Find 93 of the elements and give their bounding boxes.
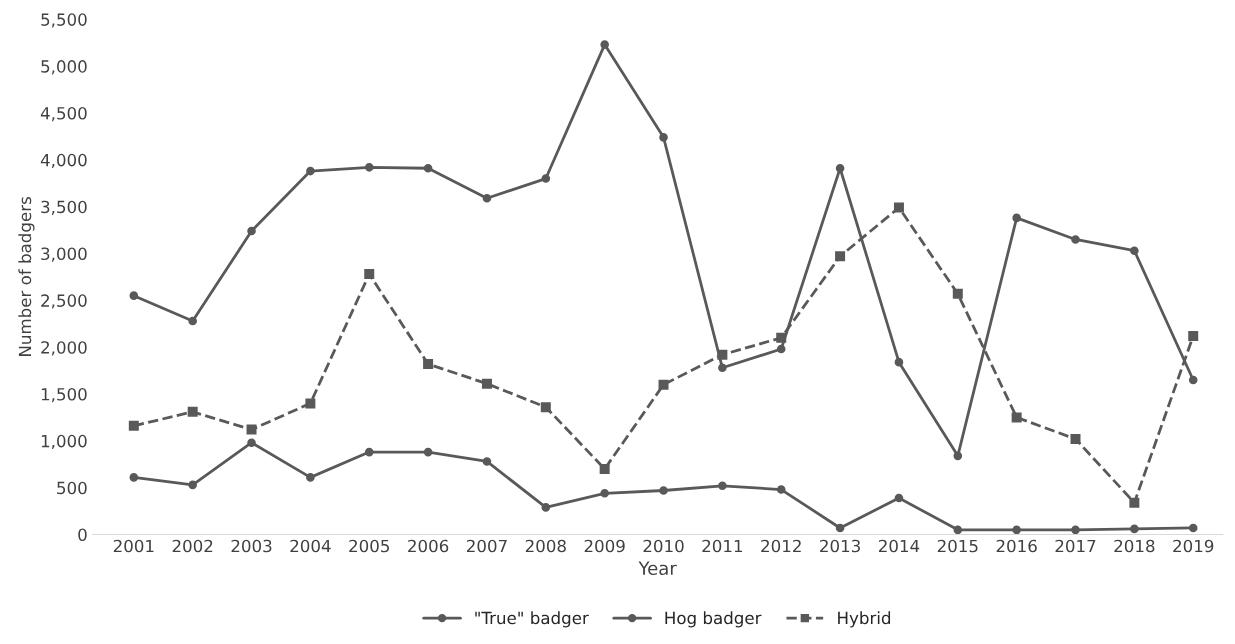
x-tick-label: 2002 [172, 539, 213, 553]
y-tick-label: 1,000 [41, 434, 87, 450]
x-tick-label: 2019 [1173, 539, 1214, 553]
y-tick-label: 4,000 [40, 153, 87, 169]
y-tick-label: 500 [57, 481, 87, 495]
x-tick-label: 2011 [702, 539, 743, 553]
point [776, 344, 786, 354]
x-tick-label: 2018 [1114, 539, 1155, 553]
y-tick-label: 5,000 [41, 60, 87, 75]
point [187, 406, 198, 417]
x-tick-label: 2006 [408, 539, 449, 553]
point [1188, 375, 1198, 385]
point [659, 486, 668, 495]
point [953, 525, 963, 535]
point [541, 174, 551, 183]
point [364, 163, 374, 172]
point [952, 288, 963, 299]
y-tick-label: 2,500 [41, 294, 87, 309]
point [835, 163, 845, 173]
point [776, 332, 787, 343]
x-tick-label: 2007 [466, 539, 507, 553]
legend-label: Hybrid [838, 611, 891, 628]
point [835, 523, 845, 533]
x-tick-label: 2015 [937, 539, 978, 553]
point [423, 447, 433, 457]
point [718, 363, 727, 373]
point [129, 291, 139, 300]
point [599, 463, 610, 474]
point [894, 493, 904, 503]
point [364, 269, 375, 280]
point [776, 485, 786, 494]
point [246, 424, 257, 435]
x-tick-label: 2004 [290, 539, 331, 553]
point [600, 40, 609, 49]
point [659, 133, 668, 142]
point [718, 481, 727, 491]
point [1012, 525, 1021, 535]
x-tick-label: 2003 [231, 539, 272, 553]
point [658, 379, 669, 390]
y-tick-label: 5,500 [41, 13, 87, 28]
x-axis-title: Year [638, 561, 677, 576]
point [247, 438, 256, 448]
x-tick-label: 2008 [525, 539, 566, 553]
point [1130, 524, 1139, 534]
point [717, 349, 728, 360]
legend-label: "True" badger [475, 611, 589, 628]
point [129, 473, 139, 482]
point [188, 480, 197, 490]
point [482, 457, 492, 466]
point [1188, 523, 1198, 533]
point [600, 488, 609, 498]
point [1011, 412, 1022, 423]
point [305, 398, 316, 409]
point [1070, 433, 1081, 444]
point [835, 251, 846, 262]
x-tick-label: 2016 [996, 539, 1037, 553]
y-tick-label: 3,000 [41, 247, 87, 262]
y-tick-label: 4,500 [40, 106, 87, 122]
point [1188, 330, 1199, 341]
point [482, 193, 492, 203]
point [1130, 246, 1139, 255]
point [128, 420, 139, 431]
point [364, 447, 374, 457]
point [306, 473, 315, 482]
point [541, 503, 551, 512]
x-tick-label: 2001 [113, 539, 154, 553]
point [306, 166, 315, 176]
point [481, 378, 492, 389]
x-tick-label: 2009 [584, 539, 625, 553]
point [423, 359, 434, 370]
point [423, 163, 433, 173]
point [893, 202, 904, 213]
y-tick-label: 1,500 [41, 387, 87, 403]
point [540, 402, 551, 413]
y-tick-label: 2,000 [41, 341, 87, 356]
x-tick-label: 2017 [1055, 539, 1096, 553]
point [894, 357, 904, 367]
point [188, 316, 197, 326]
x-tick-label: 2010 [643, 539, 684, 553]
point [1129, 497, 1140, 508]
x-tick-label: 2005 [349, 539, 389, 553]
y-axis-title: Number of badgers [18, 197, 35, 356]
y-tick-label: 3,500 [41, 200, 87, 215]
x-tick-label: 2013 [820, 539, 860, 553]
point [953, 451, 963, 461]
x-tick-label: 2014 [878, 539, 920, 553]
x-tick-label: 2012 [761, 539, 801, 553]
point [1071, 235, 1080, 244]
legend-label: Hog badger [665, 611, 762, 628]
point [1012, 213, 1021, 223]
point [247, 226, 256, 236]
y-tick-label: 0 [78, 528, 87, 542]
point [1071, 525, 1080, 535]
